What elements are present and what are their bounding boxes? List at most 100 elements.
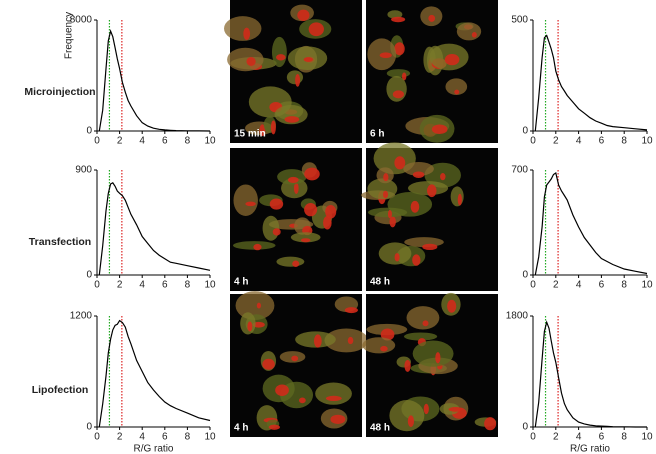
cell <box>235 291 275 320</box>
x-tick-label: 2 <box>117 136 123 147</box>
cell-spot <box>440 173 446 181</box>
cell-spot <box>379 52 392 59</box>
x-tick-label: 0 <box>94 280 100 291</box>
x-tick-label: 2 <box>553 432 559 443</box>
x-tick-label: 0 <box>94 432 100 443</box>
cell-spot <box>304 203 318 217</box>
cell-spot <box>247 321 253 332</box>
y-tick-label: 700 <box>511 165 528 176</box>
cell-spot <box>284 116 300 123</box>
x-tick-label: 0 <box>530 136 536 147</box>
line <box>534 34 648 132</box>
cell-spot <box>295 73 301 87</box>
cell-spot <box>401 72 407 81</box>
cell-spot <box>428 14 436 22</box>
y-tick-label: 900 <box>75 165 92 176</box>
row-label: Lipofection <box>32 384 89 396</box>
cell-spot <box>299 397 306 404</box>
cell-spot <box>308 22 324 37</box>
cell <box>286 70 304 85</box>
y-tick-label: 0 <box>86 422 92 433</box>
cell <box>315 382 352 405</box>
cell-spot <box>435 352 441 364</box>
cell-spot <box>412 171 425 178</box>
cell-spot <box>313 334 322 348</box>
image-label: 4 h <box>234 423 248 434</box>
x-tick-label: 8 <box>185 280 191 291</box>
cell <box>403 332 438 341</box>
cell-spot <box>394 156 406 170</box>
cell-spot <box>380 328 395 341</box>
cell-spot <box>444 54 460 66</box>
cell-spot <box>447 299 457 313</box>
x-tick-label: 6 <box>162 136 168 147</box>
cell <box>387 192 433 217</box>
cell-spot <box>256 302 262 309</box>
x-tick-label: 4 <box>139 432 145 443</box>
cell <box>445 78 468 96</box>
x-tick-label: 0 <box>530 280 536 291</box>
cell-spot <box>252 321 265 328</box>
x-tick-label: 6 <box>162 280 168 291</box>
cell-spot <box>383 173 389 182</box>
x-tick-label: 8 <box>185 136 191 147</box>
cell-spot <box>389 216 396 228</box>
cell-spot <box>380 345 388 352</box>
cell-spot <box>253 243 262 251</box>
y-axis-label: Frequency <box>64 12 75 59</box>
y-tick-label: 8000 <box>70 15 93 26</box>
x-tick-label: 10 <box>641 280 653 291</box>
cell <box>456 22 482 41</box>
cell <box>277 169 307 185</box>
x-tick-label: 8 <box>621 136 627 147</box>
cell-spot <box>291 355 299 362</box>
cell-spot <box>387 209 392 219</box>
cell-spot <box>275 54 286 61</box>
cell <box>387 10 403 19</box>
cell-spot <box>243 27 251 40</box>
cell-spot <box>259 124 266 137</box>
x-tick-label: 6 <box>599 136 605 147</box>
x-tick-label: 8 <box>621 432 627 443</box>
cell-spot <box>297 9 310 21</box>
cell-spot <box>407 415 415 427</box>
cell <box>412 340 454 367</box>
line <box>534 172 648 276</box>
cell <box>276 256 305 267</box>
x-tick-label: 4 <box>576 136 582 147</box>
cell-spot <box>287 176 299 183</box>
x-tick-label: 4 <box>576 280 582 291</box>
cell <box>406 306 440 330</box>
x-tick-label: 4 <box>139 136 145 147</box>
x-tick-label: 6 <box>599 280 605 291</box>
cell-spot <box>293 182 299 194</box>
line <box>98 182 211 276</box>
cell-spot <box>323 216 332 230</box>
x-tick-label: 10 <box>641 136 653 147</box>
cell-spot <box>484 417 497 431</box>
cell <box>324 328 369 353</box>
x-tick-label: 8 <box>621 280 627 291</box>
x-tick-label: 0 <box>530 432 536 443</box>
line <box>534 320 647 428</box>
cell <box>290 232 321 243</box>
cell-spot <box>245 201 256 207</box>
cell-spot <box>471 32 477 38</box>
cell-spot <box>262 358 275 370</box>
cell-spot <box>410 200 420 213</box>
cell <box>271 36 287 68</box>
x-tick-label: 2 <box>553 280 559 291</box>
cell <box>367 178 398 200</box>
image-label: 4 h <box>234 277 248 288</box>
y-tick-label: 0 <box>86 270 92 281</box>
row-label: Microinjection <box>24 86 95 98</box>
image-label: 48 h <box>370 277 390 288</box>
image-label: 6 h <box>370 129 384 140</box>
x-tick-label: 2 <box>553 136 559 147</box>
line <box>98 319 211 428</box>
x-tick-label: 2 <box>117 432 123 443</box>
line <box>98 29 211 132</box>
cell-spot <box>412 254 421 266</box>
image-label: 15 min <box>234 129 266 140</box>
